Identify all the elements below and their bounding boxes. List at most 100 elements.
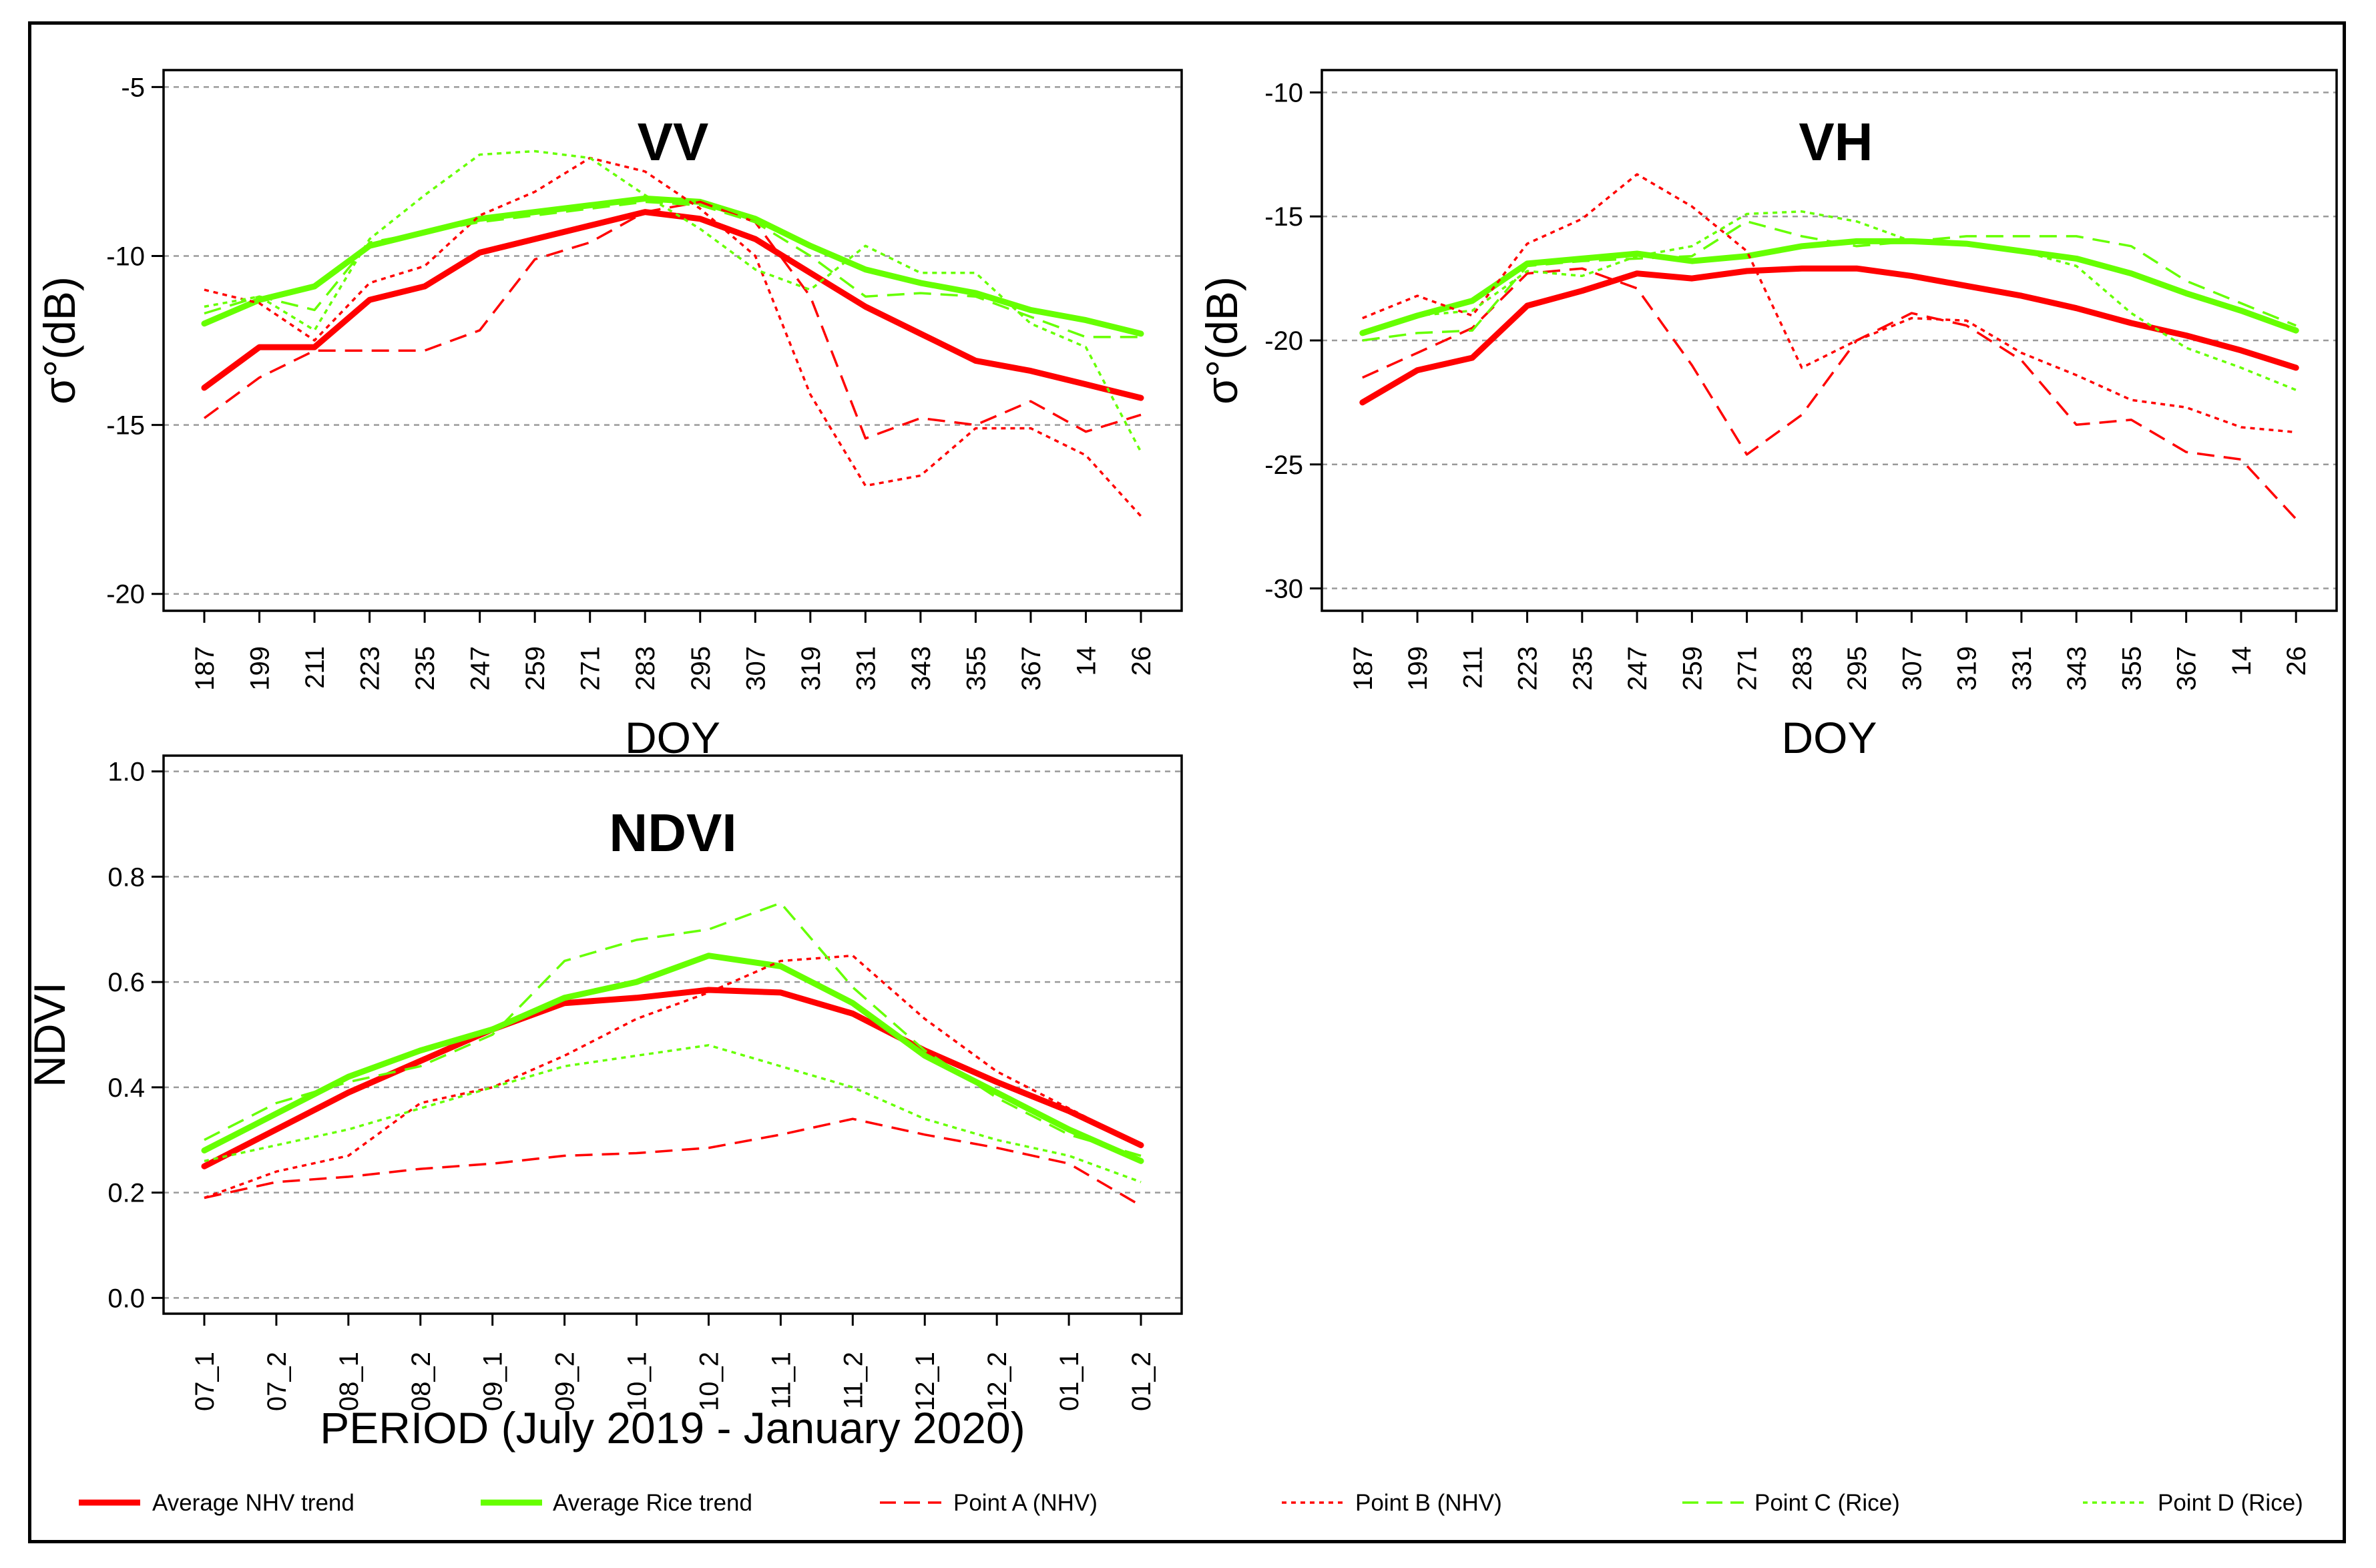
x-tick-label: 199	[1403, 646, 1433, 691]
y-tick-label: -30	[1264, 575, 1303, 604]
x-tick-label: 223	[1513, 646, 1543, 691]
x-tick-label: 331	[2007, 646, 2037, 691]
legend-label-average-rice-trend: Average Rice trend	[553, 1490, 752, 1516]
x-tick-label: 247	[466, 646, 495, 691]
x-tick-label: 26	[1127, 646, 1156, 676]
y-tick-label: 0.6	[107, 968, 145, 997]
series-line-point-a-nhv	[203, 200, 1142, 440]
x-tick-label: 367	[2172, 646, 2202, 691]
x-tick-label: 187	[1349, 646, 1378, 691]
y-axis-label: σ°(dB)	[1197, 276, 1246, 405]
x-tick-label: 11_1	[766, 1352, 796, 1409]
x-tick-label: 271	[1733, 646, 1762, 691]
x-tick-label: 01_1	[1055, 1352, 1084, 1411]
x-tick-label: 307	[741, 646, 770, 691]
series-line-point-c-rice	[204, 902, 1142, 1157]
x-tick-label: 08_1	[334, 1352, 364, 1411]
panel-title: NDVI	[609, 803, 736, 862]
figure-frame	[28, 21, 2346, 1543]
y-tick-label: -15	[106, 411, 145, 441]
x-tick-label: 12_1	[911, 1352, 940, 1411]
chart-ndvi: 0.0 0.2 0.4 0.6 0.8 1.0 07_1 07_2 08_1 08_2 09_1 09…	[25, 754, 1183, 1453]
y-tick-label: -20	[1264, 326, 1303, 356]
x-tick-label: 09_1	[479, 1352, 508, 1411]
x-tick-label: 14	[1072, 646, 1101, 676]
x-tick-label: 11_2	[839, 1352, 868, 1409]
y-tick-label: 0.8	[107, 862, 145, 892]
series-line-average-rice-trend	[201, 195, 1144, 337]
x-tick-label: 26	[2282, 646, 2311, 676]
panel-title: VV	[638, 112, 709, 172]
x-tick-label: 319	[796, 646, 826, 691]
y-tick-label: -25	[1264, 451, 1303, 480]
series-line-point-a-nhv	[1362, 267, 2297, 520]
x-tick-label: 343	[907, 646, 936, 691]
x-tick-label: 01_2	[1127, 1352, 1156, 1411]
x-tick-label: 307	[1897, 646, 1927, 691]
x-tick-label: 211	[1458, 646, 1487, 689]
x-tick-label: 247	[1623, 646, 1652, 691]
x-axis-label: DOY	[625, 713, 720, 762]
x-tick-label: 12_2	[983, 1352, 1012, 1411]
series-line-point-a-nhv	[204, 1117, 1142, 1207]
x-axis-label: PERIOD (July 2019 - January 2020)	[320, 1403, 1025, 1453]
series-line-point-c-rice	[1362, 220, 2297, 342]
legend-label-point-b-nhv: Point B (NHV)	[1355, 1490, 1502, 1516]
series-line-average-nhv-trend	[1359, 265, 2299, 406]
x-tick-label: 10_1	[623, 1352, 652, 1411]
x-tick-label: 223	[356, 646, 385, 691]
x-tick-label: 08_2	[407, 1352, 436, 1411]
x-tick-label: 259	[521, 646, 550, 691]
y-axis-label: NDVI	[25, 982, 74, 1087]
series-line-average-nhv-trend	[201, 209, 1144, 401]
series-line-point-d-rice	[204, 150, 1142, 453]
x-tick-label: 271	[576, 646, 606, 691]
y-tick-label: -10	[106, 242, 145, 271]
x-tick-label: 235	[1568, 646, 1598, 691]
series-line-point-d-rice	[204, 1044, 1142, 1184]
series-line-point-b-nhv	[1362, 173, 2297, 434]
plot-area	[162, 69, 1183, 612]
x-tick-label: 259	[1678, 646, 1707, 691]
x-tick-label: 343	[2062, 646, 2092, 691]
x-tick-label: 07_1	[190, 1352, 220, 1411]
series-line-point-b-nhv	[204, 156, 1142, 517]
x-tick-label: 187	[190, 646, 220, 691]
panel-title: VH	[1799, 112, 1873, 172]
x-tick-label: 283	[631, 646, 660, 691]
y-axis-label: σ°(dB)	[35, 276, 84, 405]
y-tick-label: 0.2	[107, 1179, 145, 1208]
legend: Average NHV trend Average Rice trend Point…	[79, 1490, 2303, 1516]
y-tick-label: 0.0	[107, 1284, 145, 1313]
y-tick-label: -15	[1264, 202, 1303, 232]
x-tick-label: 07_2	[262, 1352, 292, 1411]
x-tick-label: 14	[2227, 646, 2256, 676]
y-tick-label: 1.0	[107, 758, 145, 787]
series-line-average-rice-trend	[1359, 238, 2299, 336]
x-tick-label: 331	[851, 646, 881, 691]
y-tick-label: -10	[1264, 78, 1303, 107]
x-tick-label: 295	[1843, 646, 1872, 691]
chart-vh: -10 -15 -20 -25 -30 187 199 211 223 235 247 259 271 2…	[1197, 69, 2338, 762]
x-tick-label: 355	[961, 646, 991, 691]
chart-vv: -5 -10 -15 -20 187 199 211 223 235 247 259 271 283 29…	[35, 69, 1183, 762]
x-tick-label: 235	[411, 646, 440, 691]
x-tick-label: 295	[686, 646, 716, 691]
plot-area	[162, 754, 1183, 1315]
x-tick-label: 283	[1788, 646, 1817, 691]
legend-label-point-c-rice: Point C (Rice)	[1754, 1490, 1900, 1516]
y-tick-label: -5	[121, 73, 145, 102]
legend-label-point-d-rice: Point D (Rice)	[2158, 1490, 2303, 1516]
x-tick-label: 10_2	[694, 1352, 724, 1411]
x-tick-label: 211	[300, 646, 330, 689]
series-line-average-rice-trend	[201, 953, 1144, 1164]
series-line-point-c-rice	[204, 200, 1141, 338]
legend-label-point-a-nhv: Point A (NHV)	[953, 1490, 1098, 1516]
series-line-point-b-nhv	[204, 954, 1142, 1200]
series-line-point-d-rice	[1362, 210, 2297, 391]
x-tick-label: 199	[246, 646, 275, 691]
x-tick-label: 355	[2117, 646, 2146, 691]
legend-label-average-nhv-trend: Average NHV trend	[152, 1490, 354, 1516]
x-tick-label: 319	[1953, 646, 1982, 691]
